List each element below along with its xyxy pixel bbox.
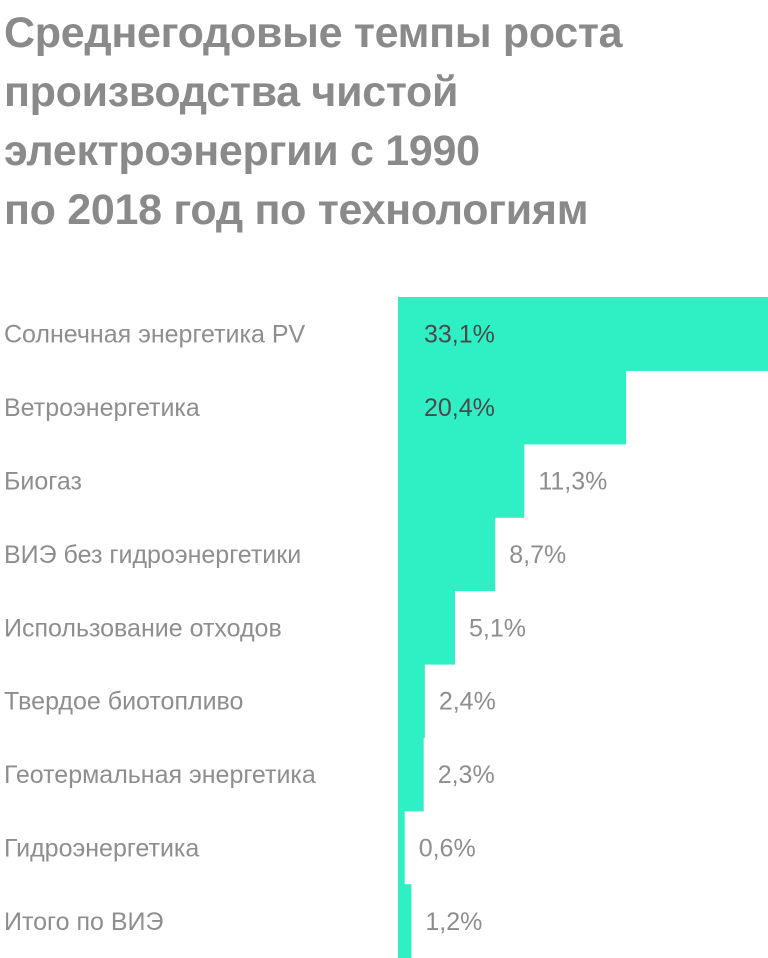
value-label-9: 1,2%: [425, 908, 482, 936]
bar-6: [398, 664, 425, 738]
category-label-5: Использование отходов: [4, 614, 282, 642]
title-line-1: Среднегодовые темпы роста: [4, 9, 623, 57]
title-line-4: по 2018 год по технологиям: [4, 186, 589, 234]
category-label-6: Твердое биотопливо: [4, 688, 243, 716]
bar-9: [398, 884, 412, 958]
bar-7: [398, 737, 424, 812]
category-label-9: Итого по ВИЭ: [4, 908, 163, 936]
bar-3: [398, 443, 525, 518]
value-label-7: 2,3%: [438, 761, 495, 789]
category-label-2: Ветроэнергетика: [4, 394, 200, 422]
title-line-3: электроэнергии с 1990: [4, 127, 480, 175]
bar-5: [398, 590, 456, 665]
category-label-8: Гидроэнергетика: [4, 835, 199, 863]
category-label-4: ВИЭ без гидроэнергетики: [4, 541, 301, 569]
category-label-1: Солнечная энергетика PV: [4, 321, 306, 349]
category-label-7: Геотермальная энергетика: [4, 761, 316, 789]
value-label-5: 5,1%: [469, 614, 526, 642]
bar-8: [398, 810, 405, 885]
value-label-3: 11,3%: [538, 468, 607, 496]
value-label-4: 8,7%: [509, 541, 566, 569]
value-label-6: 2,4%: [439, 688, 496, 716]
bar-1: [398, 297, 768, 371]
value-label-1: 33,1%: [424, 321, 495, 349]
value-label-8: 0,6%: [419, 835, 476, 863]
value-label-2: 20,4%: [424, 394, 495, 422]
chart-title: Среднегодовые темпы роста производства ч…: [4, 4, 704, 240]
category-label-3: Биогаз: [4, 468, 82, 496]
title-line-2: производства чистой: [4, 68, 459, 116]
bar-2: [398, 370, 627, 445]
bar-4: [398, 517, 496, 592]
